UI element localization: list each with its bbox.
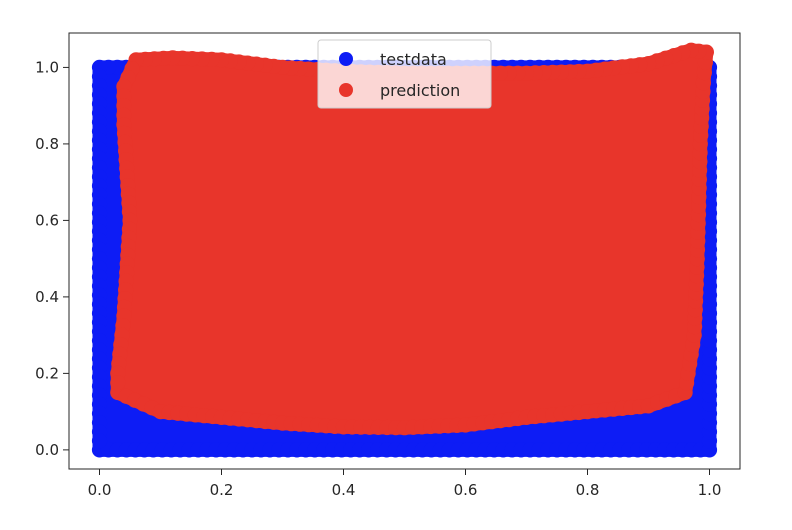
y-tick-label: 0.2	[35, 364, 59, 382]
point-marker	[110, 375, 126, 391]
legend-marker-testdata	[339, 52, 353, 66]
legend-label-testdata: testdata	[380, 50, 447, 69]
x-tick-label: 0.4	[332, 481, 356, 499]
y-tick-label: 0.6	[35, 211, 59, 229]
point-marker	[91, 433, 108, 449]
y-tick-label: 0.0	[35, 441, 59, 459]
x-tick-label: 0.6	[454, 481, 478, 499]
x-tick-label: 1.0	[698, 481, 722, 499]
legend-marker-prediction	[339, 83, 353, 97]
legend: testdata prediction	[317, 39, 492, 109]
legend-label-prediction: prediction	[380, 81, 460, 100]
plot-frame	[68, 32, 741, 470]
y-tick-label: 0.8	[35, 135, 59, 153]
axes: 0.0 0.2 0.4 0.6 0.8 1.0 0.0 0.2 0.4 0.6 0.8 1.0	[35, 32, 741, 499]
legend-box	[317, 39, 492, 109]
x-tick-label: 0.2	[210, 481, 234, 499]
x-tick-label: 0.0	[88, 481, 112, 499]
y-tick-label: 1.0	[35, 58, 59, 76]
y-tick-label: 0.4	[35, 288, 59, 306]
x-tick-label: 0.8	[576, 481, 600, 499]
